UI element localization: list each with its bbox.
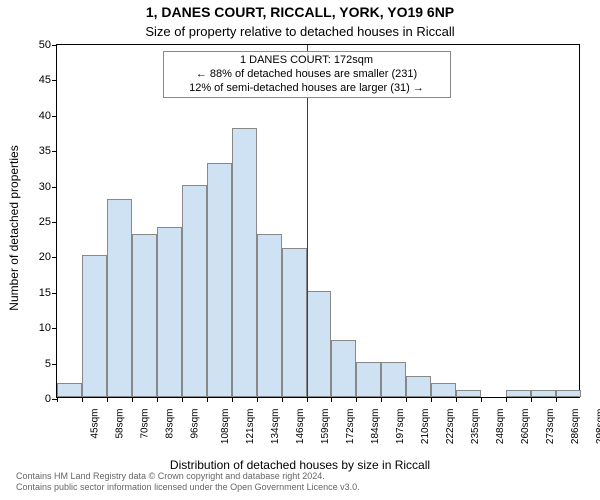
chart-title-2: Size of property relative to detached ho… [0,24,600,39]
y-tick-label: 50 [39,39,51,51]
histogram-bar [456,390,481,397]
y-tick-label: 25 [39,216,51,228]
y-tick-label: 15 [39,287,51,299]
x-tick-mark [431,397,432,402]
x-tick-mark [57,397,58,402]
histogram-bar [207,163,232,397]
y-tick-label: 45 [39,74,51,86]
histogram-chart: 1, DANES COURT, RICCALL, YORK, YO19 6NP … [0,0,600,500]
y-tick-mark [52,293,57,294]
histogram-bar [381,362,406,397]
x-tick-mark [506,397,507,402]
x-tick-label: 222sqm [445,409,456,445]
y-tick-mark [52,222,57,223]
x-tick-mark [232,397,233,402]
x-tick-mark [132,397,133,402]
x-tick-label: 184sqm [370,409,381,445]
y-tick-mark [52,80,57,81]
x-tick-label: 70sqm [140,409,151,439]
x-tick-mark [107,397,108,402]
histogram-bar [406,376,431,397]
x-tick-label: 159sqm [320,409,331,445]
y-tick-label: 0 [45,393,51,405]
y-tick-label: 40 [39,110,51,122]
histogram-bar [307,291,332,397]
y-tick-mark [52,45,57,46]
x-tick-label: 172sqm [345,409,356,445]
y-tick-label: 30 [39,181,51,193]
x-tick-mark [406,397,407,402]
y-tick-mark [52,364,57,365]
x-tick-label: 108sqm [220,409,231,445]
x-tick-label: 83sqm [165,409,176,439]
x-tick-mark [456,397,457,402]
footer-line: Contains public sector information licen… [16,482,360,494]
histogram-bar [556,390,581,397]
histogram-bar [232,128,257,397]
x-tick-label: 248sqm [495,409,506,445]
x-tick-label: 197sqm [395,409,406,445]
histogram-bar [282,248,307,397]
x-tick-mark [356,397,357,402]
x-tick-mark [157,397,158,402]
x-tick-mark [381,397,382,402]
x-tick-label: 210sqm [420,409,431,445]
x-tick-label: 146sqm [295,409,306,445]
histogram-bar [257,234,282,397]
annotation-line: 1 DANES COURT: 172sqm [168,54,446,68]
x-tick-label: 273sqm [545,409,556,445]
histogram-bar [82,255,107,397]
histogram-bar [182,185,207,397]
y-tick-label: 20 [39,251,51,263]
y-tick-mark [52,187,57,188]
histogram-bar [57,383,82,397]
x-tick-label: 45sqm [90,409,101,439]
histogram-bar [157,227,182,397]
x-tick-mark [182,397,183,402]
x-tick-label: 260sqm [520,409,531,445]
x-tick-mark [82,397,83,402]
y-tick-mark [52,328,57,329]
plot-area: 0510152025303540455045sqm58sqm70sqm83sqm… [56,44,580,398]
chart-title-1: 1, DANES COURT, RICCALL, YORK, YO19 6NP [0,4,600,20]
histogram-bar [107,199,132,397]
x-tick-label: 134sqm [270,409,281,445]
x-tick-label: 58sqm [115,409,126,439]
y-tick-label: 5 [45,358,51,370]
histogram-bar [506,390,531,397]
y-tick-label: 10 [39,322,51,334]
histogram-bar [331,340,356,397]
footer-line: Contains HM Land Registry data © Crown c… [16,471,360,483]
x-tick-label: 96sqm [190,409,201,439]
x-tick-mark [481,397,482,402]
x-tick-label: 235sqm [470,409,481,445]
x-tick-mark [207,397,208,402]
x-tick-label: 286sqm [570,409,581,445]
annotation-box: 1 DANES COURT: 172sqm← 88% of detached h… [163,51,451,98]
histogram-bar [431,383,456,397]
histogram-bar [531,390,556,397]
annotation-line: 12% of semi-detached houses are larger (… [168,82,446,96]
y-tick-mark [52,116,57,117]
y-axis-label: Number of detached properties [7,145,21,310]
y-tick-mark [52,151,57,152]
x-tick-mark [331,397,332,402]
y-tick-label: 35 [39,145,51,157]
x-tick-mark [556,397,557,402]
footer-attribution: Contains HM Land Registry data © Crown c… [16,471,360,494]
annotation-line: ← 88% of detached houses are smaller (23… [168,68,446,82]
x-tick-label: 298sqm [595,409,600,445]
x-tick-mark [282,397,283,402]
x-tick-mark [531,397,532,402]
x-tick-label: 121sqm [245,409,256,445]
x-tick-mark [307,397,308,402]
histogram-bar [356,362,381,397]
x-tick-mark [257,397,258,402]
y-tick-mark [52,257,57,258]
histogram-bar [132,234,157,397]
